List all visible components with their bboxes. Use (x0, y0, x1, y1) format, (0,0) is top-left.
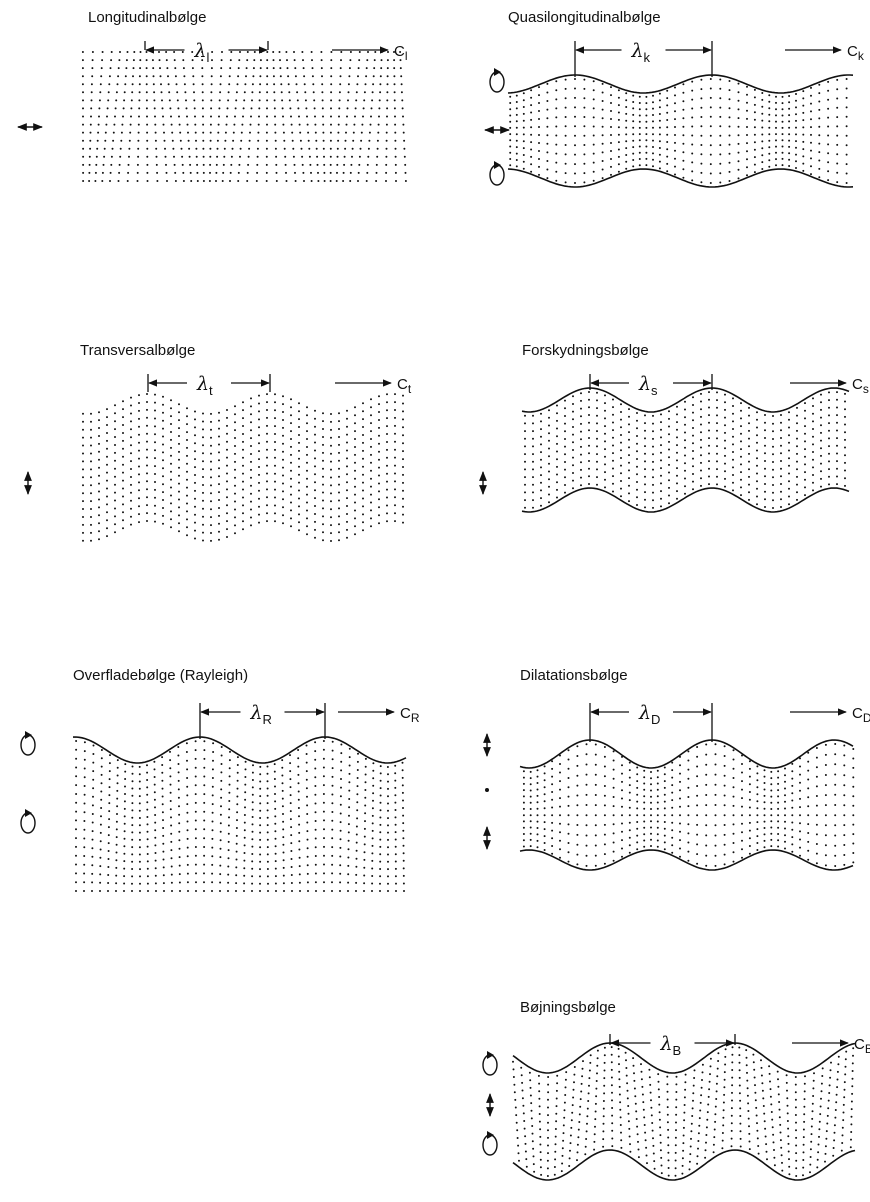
particle-dots (524, 391, 846, 509)
panel-title: Overfladebølge (Rayleigh) (73, 667, 248, 684)
wavelength-label: λs (638, 373, 658, 398)
wavelength-subscript: D (651, 712, 660, 727)
speed-symbol: C (854, 1036, 865, 1053)
wavelength-subscript: t (209, 383, 213, 398)
rotation-arrowhead (494, 161, 501, 169)
speed-label: CB (854, 1036, 870, 1056)
particle-dots (82, 393, 404, 542)
speed-subscript: s (863, 382, 869, 396)
surface-line (507, 168, 854, 188)
surface-line (512, 1042, 856, 1074)
wavelength-symbol: λ (638, 702, 651, 724)
speed-label: Ct (397, 376, 412, 396)
speed-symbol: C (400, 705, 411, 722)
panel-title: Forskydningsbølge (522, 342, 649, 359)
surface-line (519, 849, 854, 871)
speed-symbol: C (852, 705, 863, 722)
surface-line (521, 487, 850, 513)
surface-line (521, 387, 850, 413)
surface-line (512, 1149, 856, 1181)
wavelength-label: λB (660, 1033, 682, 1058)
wavelength-subscript: l (207, 50, 210, 65)
speed-label: Ck (847, 43, 865, 63)
motion-rotation (489, 71, 505, 93)
speed-label: Cl (394, 43, 408, 63)
particle-dots (81, 51, 407, 182)
panel-title: Dilatationsbølge (520, 667, 628, 684)
wavelength-label: λR (250, 702, 272, 727)
speed-subscript: k (858, 49, 865, 63)
speed-subscript: l (405, 49, 408, 63)
wavelength-subscript: R (263, 712, 272, 727)
surface-line (519, 739, 854, 769)
wave-panel: Overfladebølge (Rayleigh)λR CR (20, 667, 420, 892)
wavelength-subscript: k (644, 50, 651, 65)
rotation-arrowhead (25, 731, 32, 739)
speed-label: Cs (852, 376, 869, 396)
wavelength-symbol: λ (194, 40, 207, 62)
wavelength-label: λt (196, 373, 213, 398)
particle-dots (509, 78, 848, 184)
particle-dots (522, 743, 855, 867)
particle-dots (512, 1046, 855, 1177)
motion-rotation (482, 1054, 498, 1076)
speed-symbol: C (847, 43, 858, 60)
speed-symbol: C (397, 376, 408, 393)
speed-symbol: C (394, 43, 405, 60)
speed-label: CR (400, 705, 420, 725)
speed-subscript: R (411, 711, 420, 725)
surface-line (72, 736, 407, 764)
panel-title: Longitudinalbølge (88, 9, 206, 26)
wavelength-symbol: λ (631, 40, 644, 62)
motion-point (485, 788, 489, 792)
motion-rotation (482, 1134, 498, 1156)
wavelength-symbol: λ (638, 373, 651, 395)
speed-subscript: B (865, 1042, 870, 1056)
speed-symbol: C (852, 376, 863, 393)
rotation-arrowhead (25, 809, 32, 817)
speed-subscript: t (408, 382, 412, 396)
speed-label: CD (852, 705, 870, 725)
motion-rotation (20, 734, 36, 756)
rotation-arrowhead (494, 68, 501, 76)
wavelength-symbol: λ (196, 373, 209, 395)
wavelength-subscript: B (673, 1043, 682, 1058)
particle-dots (75, 740, 405, 892)
wavelength-symbol: λ (660, 1033, 673, 1055)
rotation-arrowhead (487, 1051, 494, 1059)
panel-title: Bøjningsbølge (520, 999, 616, 1016)
wavelength-label: λk (631, 40, 651, 65)
speed-subscript: D (863, 711, 870, 725)
wavelength-label: λl (194, 40, 210, 65)
wavelength-symbol: λ (250, 702, 263, 724)
panel-title: Quasilongitudinalbølge (508, 9, 661, 26)
wavelength-subscript: s (651, 383, 658, 398)
surface-line (507, 74, 854, 94)
rotation-arrowhead (487, 1131, 494, 1139)
motion-rotation (20, 812, 36, 834)
panel-title: Transversalbølge (80, 342, 195, 359)
wavelength-label: λD (638, 702, 660, 727)
motion-rotation (489, 164, 505, 186)
